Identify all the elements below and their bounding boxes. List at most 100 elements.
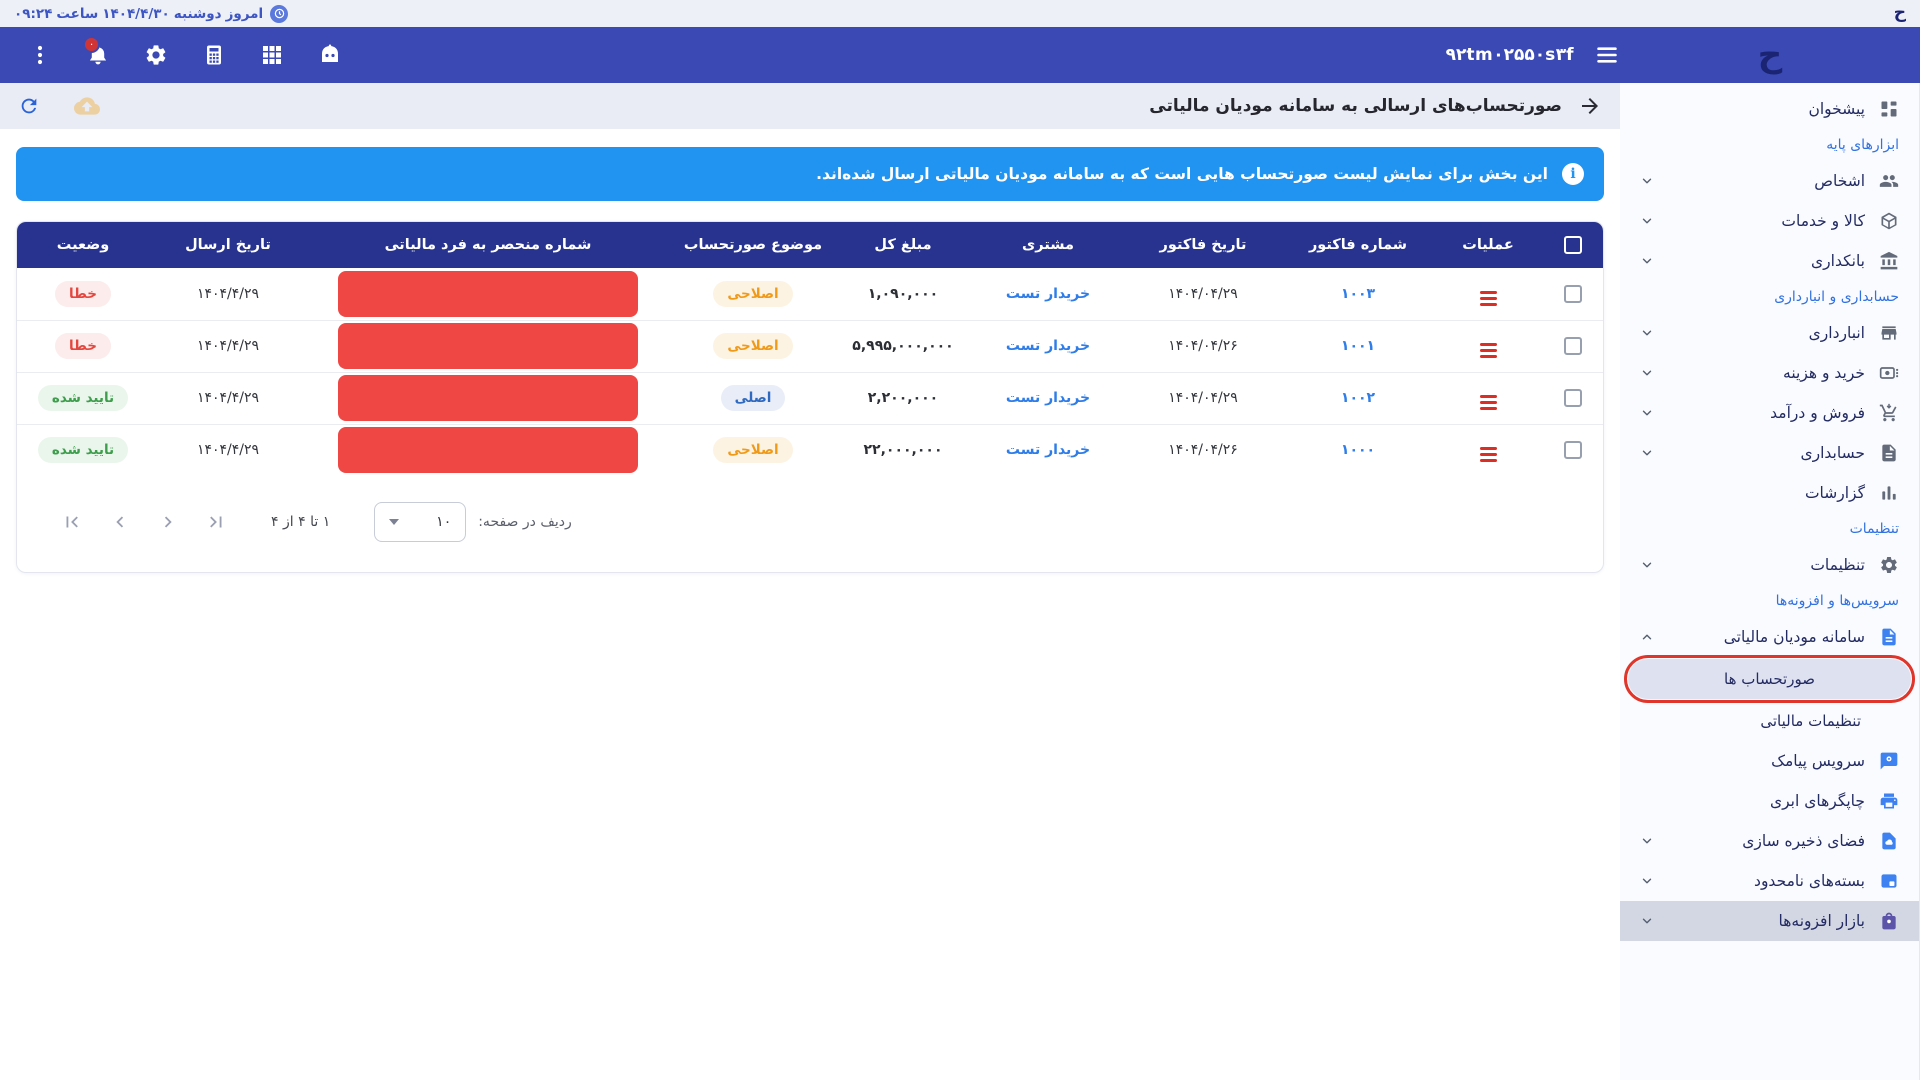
row-actions-menu-icon[interactable] [1479, 343, 1497, 358]
total-amount: ۱,۰۹۰,۰۰۰ [867, 285, 939, 302]
rows-per-page-select[interactable]: ۱۰ [374, 502, 467, 542]
sidebar-nav: پیشخوان ابزارهای پایه اشخاص کالا و خدمات بان… [1620, 83, 1920, 1080]
date-time-widget: امروز دوشنبه ۱۴۰۴/۴/۳۰ ساعت ۰۹:۲۴ [14, 4, 289, 23]
sidebar-subitem-invoices-wrap: صورتحساب ها [1624, 655, 1915, 703]
invoice-number-link[interactable]: ۱۰۰۰ [1340, 442, 1376, 459]
sidebar-item-label: پیشخوان [1808, 100, 1865, 118]
sidebar-item-warehousing[interactable]: انبارداری [1620, 313, 1919, 353]
invoice-number-link[interactable]: ۱۰۰۳ [1340, 285, 1376, 302]
table-row: ۱۰۰۱ ۱۴۰۴/۰۴/۲۶ خریدار تست ۵,۹۹۵,۰۰۰,۰۰۰ اصل… [17, 320, 1603, 373]
sidebar-item-label: بازار افزونه‌ها [1778, 912, 1865, 930]
header-icon-group: ۰ [0, 36, 370, 67]
last-page-button[interactable] [205, 511, 227, 533]
sidebar-item-label: تنظیمات [1810, 556, 1865, 574]
sidebar-item-addons-market[interactable]: بازار افزونه‌ها [1620, 901, 1919, 941]
sidebar-item-label: کالا و خدمات [1781, 212, 1865, 230]
sidebar-item-dashboard[interactable]: پیشخوان [1620, 89, 1919, 129]
bag-icon [1879, 911, 1899, 931]
table-header-row: عملیات شماره فاکتور تاریخ فاکتور مشتری مبلغ … [17, 222, 1603, 268]
column-header-7: تاریخ ارسال [153, 222, 303, 268]
send-date: ۱۴۰۴/۴/۲۹ [196, 390, 260, 406]
cloud-upload-icon[interactable] [74, 93, 100, 119]
total-amount: ۲۲,۰۰۰,۰۰۰ [863, 442, 943, 459]
sidebar-item-purchase-expense[interactable]: خرید و هزینه [1620, 353, 1919, 393]
assistant-robot-icon[interactable] [318, 43, 342, 67]
notification-badge: ۰ [83, 36, 100, 53]
row-actions-menu-icon[interactable] [1479, 447, 1497, 463]
sidebar-item-sales-income[interactable]: فروش و درآمد [1620, 393, 1919, 433]
invoice-date: ۱۴۰۴/۰۴/۲۶ [1168, 338, 1238, 354]
sidebar-item-sms-service[interactable]: سرویس پیامک [1620, 741, 1919, 781]
sidebar-item-storage-space[interactable]: فضای ذخیره سازی [1620, 821, 1919, 861]
next-page-button[interactable] [157, 511, 179, 533]
sidebar-item-persons[interactable]: اشخاص [1620, 161, 1919, 201]
sidebar-item-label: فروش و درآمد [1770, 404, 1865, 422]
page-tools [18, 93, 100, 119]
sidebar-item-label: خرید و هزینه [1783, 364, 1865, 382]
subject-badge: اصلی [720, 385, 786, 411]
table-body: ۱۰۰۳ ۱۴۰۴/۰۴/۲۹ خریدار تست ۱,۰۹۰,۰۰۰ اصلاحی ۱… [17, 268, 1603, 476]
brand-logo-zone: ح [1620, 27, 1920, 83]
time-value: ۰۹:۲۴ [14, 5, 53, 22]
column-header-4: مبلغ کل [833, 222, 973, 268]
status-badge: خطا [55, 333, 111, 359]
sidebar-item-unlimited-packages[interactable]: بسته‌های نامحدود [1620, 861, 1919, 901]
sidebar-item-label: گزارشات [1804, 484, 1865, 502]
menu-toggle-icon[interactable] [1594, 42, 1620, 68]
sidebar-section-accounting-warehousing: حسابداری و انبارداری [1774, 289, 1899, 305]
first-page-button[interactable] [61, 511, 83, 533]
customer-link[interactable]: خریدار تست [1005, 390, 1091, 406]
chevron-down-icon [1640, 406, 1654, 420]
row-checkbox[interactable] [1564, 337, 1582, 355]
row-checkbox[interactable] [1564, 441, 1582, 460]
back-arrow-icon[interactable] [1578, 94, 1602, 118]
page-title: صورتحساب‌های ارسالی به سامانه مودیان مال… [1149, 96, 1562, 116]
document-icon [1879, 443, 1899, 463]
row-actions-menu-icon[interactable] [1479, 395, 1497, 410]
rows-per-page-value: ۱۰ [436, 514, 452, 530]
calculator-icon[interactable] [202, 43, 226, 67]
sidebar-item-goods-services[interactable]: کالا و خدمات [1620, 201, 1919, 241]
sidebar-item-cloud-printers[interactable]: چاپگرهای ابری [1620, 781, 1919, 821]
printer-icon [1879, 791, 1899, 811]
kebab-menu-icon[interactable] [28, 43, 52, 67]
sidebar-item-tax-system[interactable]: سامانه مودیان مالیاتی [1620, 617, 1919, 657]
info-banner: i این بخش برای نمایش لیست صورتحساب هایی … [16, 147, 1604, 201]
business-id[interactable]: ۹۲tm۰۲۵۵۰s۳f [1445, 45, 1574, 65]
warehouse-icon [1879, 323, 1899, 343]
table-row: ۱۰۰۳ ۱۴۰۴/۰۴/۲۹ خریدار تست ۱,۰۹۰,۰۰۰ اصلاحی ۱… [17, 268, 1603, 321]
sidebar-item-accounting[interactable]: حسابداری [1620, 433, 1919, 473]
sidebar-item-reports[interactable]: گزارشات [1620, 473, 1919, 513]
cart-icon [1879, 403, 1899, 423]
customer-link[interactable]: خریدار تست [1005, 338, 1091, 354]
invoice-number-link[interactable]: ۱۰۰۱ [1340, 338, 1376, 354]
customer-link[interactable]: خریدار تست [1005, 442, 1091, 459]
notifications-bell-icon[interactable]: ۰ [83, 36, 110, 67]
sidebar-item-label: اشخاص [1814, 172, 1865, 190]
sidebar-item-label: بسته‌های نامحدود [1754, 872, 1865, 890]
dashboard-icon [1879, 99, 1899, 119]
customer-link[interactable]: خریدار تست [1005, 285, 1091, 302]
row-checkbox[interactable] [1564, 284, 1582, 303]
sidebar-item-banking[interactable]: بانکداری [1620, 241, 1919, 281]
os-top-strip: ح امروز دوشنبه ۱۴۰۴/۴/۳۰ ساعت ۰۹:۲۴ [0, 0, 1920, 27]
apps-grid-icon[interactable] [260, 43, 284, 67]
sidebar-item-settings[interactable]: تنظیمات [1620, 545, 1919, 585]
sidebar-item-label: فضای ذخیره سازی [1742, 832, 1865, 850]
chevron-down-icon [1640, 914, 1654, 928]
invoice-number-link[interactable]: ۱۰۰۲ [1340, 390, 1376, 406]
chevron-down-icon [1640, 214, 1654, 228]
sidebar-item-label: حسابداری [1800, 444, 1865, 462]
sms-icon [1879, 751, 1899, 771]
sidebar-subitem-invoices[interactable]: صورتحساب ها [1628, 659, 1911, 699]
subject-badge: اصلاحی [713, 333, 793, 359]
previous-page-button[interactable] [109, 511, 131, 533]
select-all-checkbox[interactable] [1564, 236, 1582, 254]
column-header-0: عملیات [1433, 222, 1543, 268]
chevron-down-icon [1640, 174, 1654, 188]
refresh-icon[interactable] [18, 95, 40, 117]
row-checkbox[interactable] [1564, 389, 1582, 407]
settings-gear-icon[interactable] [144, 43, 168, 67]
row-actions-menu-icon[interactable] [1479, 290, 1497, 306]
sidebar-subitem-tax-settings[interactable]: تنظیمات مالیاتی [1760, 712, 1861, 730]
